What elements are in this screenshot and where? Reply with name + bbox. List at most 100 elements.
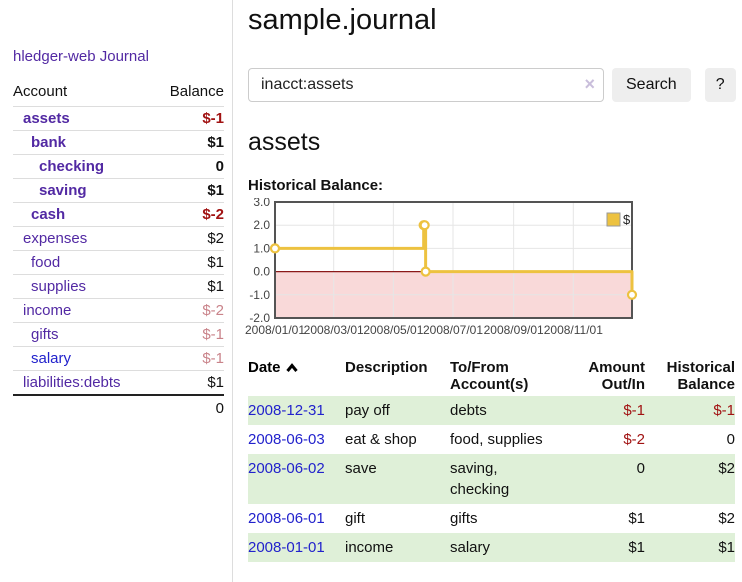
register-description-cell: income xyxy=(345,539,394,556)
transaction-date-link[interactable]: 2008-12-31 xyxy=(248,402,325,419)
historical-balance-chart[interactable]: $3.0 2.0 1.0 0.0 -1.0 -2.02008/01/012008/03/0… xyxy=(245,198,665,342)
register-table: Date Description To/From Account(s) Amou… xyxy=(248,356,735,562)
account-row: food $1 xyxy=(13,250,224,275)
register-table-body: 2008-12-31 pay off debts $-1 $-1 2008-06-03 ea… xyxy=(248,396,735,562)
transaction-date-link[interactable]: 2008-01-01 xyxy=(248,539,325,556)
register-amount-cell: $1 xyxy=(628,510,645,527)
account-row: saving $1 xyxy=(13,178,224,203)
register-balance-cell: $2 xyxy=(718,510,735,527)
register-amount-cell: 0 xyxy=(636,460,645,477)
account-name-cell: saving xyxy=(13,178,154,203)
account-link-food[interactable]: food xyxy=(31,254,61,271)
register-header-accounts: To/From Account(s) xyxy=(450,359,529,393)
account-balance: $2 xyxy=(153,226,224,251)
account-heading: assets xyxy=(248,128,321,156)
page-title: sample.journal xyxy=(248,4,437,36)
account-link-salary[interactable]: salary xyxy=(31,350,72,367)
account-link-income[interactable]: income xyxy=(23,302,72,319)
account-row: gifts $-1 xyxy=(13,322,224,347)
search-box: × xyxy=(248,68,604,102)
transaction-date-link[interactable]: 2008-06-01 xyxy=(248,510,325,527)
register-accounts-cell: salary xyxy=(450,539,491,556)
clear-search-icon[interactable]: × xyxy=(584,74,595,94)
account-balance: 0 xyxy=(153,154,224,179)
register-header-amount: Amount Out/In xyxy=(588,359,645,393)
account-link-gifts[interactable]: gifts xyxy=(31,326,59,343)
register-description-cell: eat & shop xyxy=(345,431,417,448)
register-row: 2008-06-03 eat & shop food, supplies $-2 0 xyxy=(248,425,735,454)
svg-text:2008/11/01: 2008/11/01 xyxy=(544,323,603,337)
register-header-description: Description xyxy=(345,359,428,376)
account-link-bank[interactable]: bank xyxy=(31,134,67,151)
svg-text:2.0: 2.0 xyxy=(253,218,270,232)
account-link-assets[interactable]: assets xyxy=(23,110,70,127)
accounts-table: Account Balance assets $-1 bank $1 checking 0… xyxy=(13,79,224,421)
accounts-table-body: assets $-1 bank $1 checking 0 saving $1 cash $-2 e… xyxy=(13,106,224,395)
account-name-cell: liabilities:debts xyxy=(13,370,154,395)
account-balance: $-1 xyxy=(153,322,224,347)
register-row: 2008-12-31 pay off debts $-1 $-1 xyxy=(248,396,735,425)
svg-text:2008/07/01: 2008/07/01 xyxy=(423,323,483,337)
main-content: sample.journal × Search ? assets Histori… xyxy=(245,0,742,562)
account-name-cell: income xyxy=(13,298,154,323)
transaction-date-link[interactable]: 2008-06-02 xyxy=(248,460,325,477)
search-input[interactable] xyxy=(248,68,604,102)
account-row: cash $-2 xyxy=(13,202,224,227)
svg-text:2008/03/01: 2008/03/01 xyxy=(304,323,364,337)
register-row: 2008-06-02 save saving, checking 0 $2 xyxy=(248,454,735,504)
account-row: supplies $1 xyxy=(13,274,224,299)
account-balance: $-1 xyxy=(153,346,224,371)
register-description-cell: gift xyxy=(345,510,366,527)
register-amount-cell: $-1 xyxy=(623,402,645,419)
account-balance: $1 xyxy=(153,130,224,155)
accounts-total-row: 0 xyxy=(13,394,224,421)
caret-up-icon xyxy=(285,363,298,372)
transaction-date-link[interactable]: 2008-06-03 xyxy=(248,431,325,448)
account-balance: $-1 xyxy=(153,106,224,131)
brand-link[interactable]: hledger-web xyxy=(13,48,96,65)
accounts-total-spacer xyxy=(13,394,154,421)
account-link-checking[interactable]: checking xyxy=(39,158,105,175)
register-accounts-cell: saving, checking xyxy=(450,460,510,498)
sidebar: hledger-web Journal Account Balance asse… xyxy=(0,0,233,582)
account-row: assets $-1 xyxy=(13,106,224,131)
register-date-cell: 2008-06-02 xyxy=(248,454,345,504)
account-link-expenses[interactable]: expenses xyxy=(23,230,88,247)
register-row: 2008-06-01 gift gifts $1 $2 xyxy=(248,504,735,533)
account-balance: $-2 xyxy=(153,298,224,323)
register-sort-date[interactable]: Date xyxy=(248,359,299,376)
accounts-total-value: 0 xyxy=(153,394,224,421)
account-name-cell: assets xyxy=(13,106,154,131)
account-link-liabilities-debts[interactable]: liabilities:debts xyxy=(23,374,121,391)
account-link-cash[interactable]: cash xyxy=(31,206,66,223)
account-row: bank $1 xyxy=(13,130,224,155)
account-name-cell: salary xyxy=(13,346,154,371)
svg-text:2008/01/01: 2008/01/01 xyxy=(245,323,305,337)
account-row: expenses $2 xyxy=(13,226,224,251)
account-balance: $1 xyxy=(153,178,224,203)
register-description-cell: pay off xyxy=(345,402,390,419)
svg-text:2008/05/01: 2008/05/01 xyxy=(363,323,423,337)
chart-heading: Historical Balance: xyxy=(248,177,384,194)
register-date-cell: 2008-01-01 xyxy=(248,533,345,562)
register-amount-cell: $-2 xyxy=(623,431,645,448)
account-name-cell: gifts xyxy=(13,322,154,347)
accounts-header-account: Account xyxy=(13,79,154,107)
account-link-supplies[interactable]: supplies xyxy=(31,278,87,295)
account-row: salary $-1 xyxy=(13,346,224,371)
search-button[interactable]: Search xyxy=(612,68,691,102)
account-link-saving[interactable]: saving xyxy=(39,182,87,199)
register-balance-cell: $2 xyxy=(718,460,735,477)
svg-text:$: $ xyxy=(623,212,631,227)
account-balance: $1 xyxy=(153,250,224,275)
register-accounts-cell: food, supplies xyxy=(450,431,543,448)
svg-text:1.0: 1.0 xyxy=(253,241,270,255)
account-name-cell: supplies xyxy=(13,274,154,299)
sidebar-item-journal[interactable]: Journal xyxy=(99,48,149,65)
search-row: × Search ? xyxy=(248,68,742,102)
account-row: income $-2 xyxy=(13,298,224,323)
account-name-cell: food xyxy=(13,250,154,275)
register-description-cell: save xyxy=(345,460,377,477)
account-name-cell: expenses xyxy=(13,226,154,251)
help-button[interactable]: ? xyxy=(704,68,736,102)
